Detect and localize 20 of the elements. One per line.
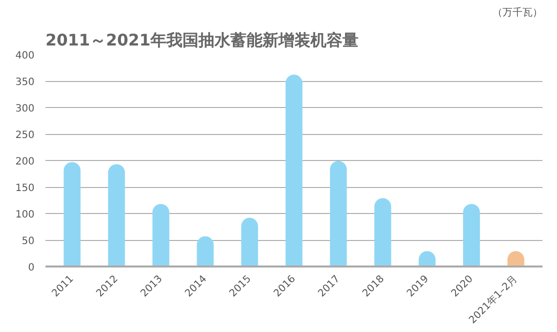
y-tick-label: 350 [15, 77, 35, 88]
y-tick-label: 150 [15, 183, 35, 194]
bar [108, 164, 125, 266]
bar [64, 162, 81, 266]
y-tick-label: 400 [15, 50, 35, 62]
y-tick-label: 0 [28, 262, 35, 274]
bar [241, 218, 258, 266]
y-tick-label: 300 [15, 104, 35, 114]
bar [196, 236, 214, 266]
bar [463, 204, 480, 266]
y-tick-label: 50 [22, 236, 35, 247]
bar [152, 204, 170, 266]
chart-subtitle: （万千瓦） [492, 6, 542, 18]
chart-title: 2011～2021年我国抽水蓄能新增装机容量 [46, 30, 359, 50]
y-tick-label: 200 [15, 156, 35, 168]
y-tick-label: 250 [15, 130, 35, 141]
bar [286, 74, 302, 266]
bar [374, 198, 392, 266]
y-tick-label: 100 [15, 210, 35, 220]
bar [330, 161, 347, 266]
